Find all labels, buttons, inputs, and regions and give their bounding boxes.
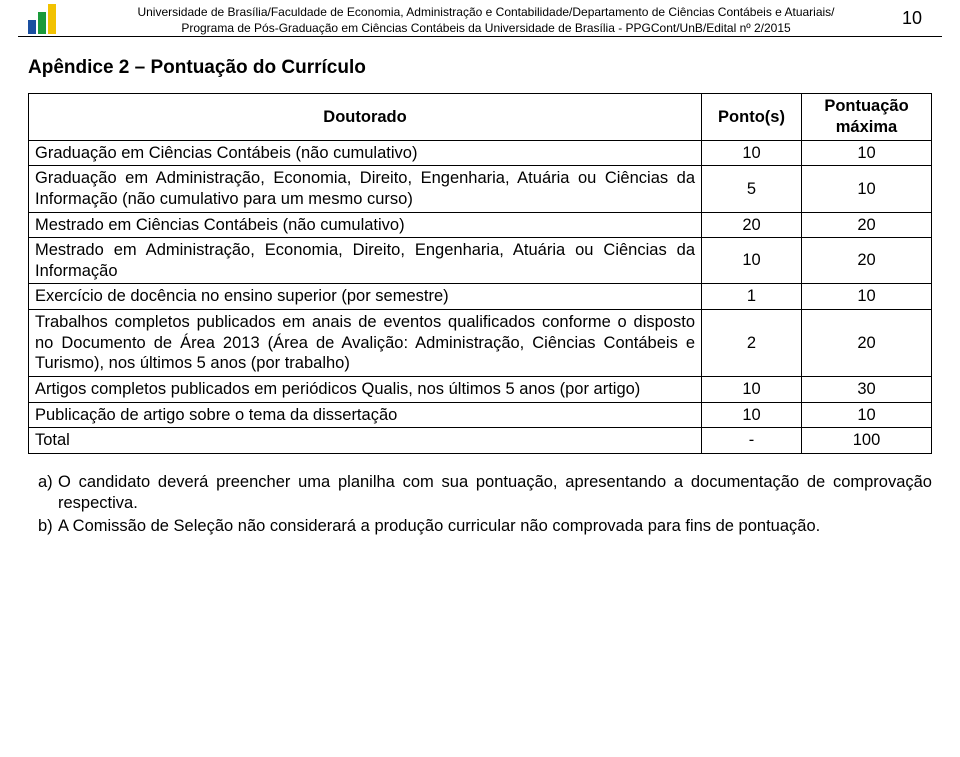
note-item-a: a) O candidato deverá preencher uma plan… <box>28 472 932 514</box>
logo-bar-yellow <box>48 4 56 34</box>
row-desc: Graduação em Administração, Economia, Di… <box>29 166 702 212</box>
page-header: Universidade de Brasília/Faculdade de Ec… <box>18 0 942 37</box>
row-pts: 10 <box>702 376 802 402</box>
table-row: Exercício de docência no ensino superior… <box>29 284 932 310</box>
row-desc: Mestrado em Administração, Economia, Dir… <box>29 238 702 284</box>
notes-list: a) O candidato deverá preencher uma plan… <box>28 472 932 537</box>
page-title: Apêndice 2 – Pontuação do Currículo <box>28 57 960 79</box>
row-pts: 10 <box>702 140 802 166</box>
table-row: Publicação de artigo sobre o tema da dis… <box>29 402 932 428</box>
row-max: 100 <box>802 428 932 454</box>
page-number: 10 <box>894 4 922 29</box>
row-max: 10 <box>802 140 932 166</box>
row-pts: 5 <box>702 166 802 212</box>
unb-logo <box>28 4 72 36</box>
table-header-row: Doutorado Ponto(s) Pontuação máxima <box>29 94 932 140</box>
row-max: 20 <box>802 238 932 284</box>
table-row: Graduação em Administração, Economia, Di… <box>29 166 932 212</box>
row-max: 10 <box>802 284 932 310</box>
row-desc: Total <box>29 428 702 454</box>
row-max: 10 <box>802 402 932 428</box>
row-max: 10 <box>802 166 932 212</box>
row-pts: 20 <box>702 212 802 238</box>
col-header-doutorado: Doutorado <box>29 94 702 140</box>
note-marker: a) <box>28 472 58 514</box>
header-line-2: Programa de Pós-Graduação em Ciências Co… <box>181 21 790 35</box>
row-pts: 10 <box>702 402 802 428</box>
note-text: A Comissão de Seleção não considerará a … <box>58 516 932 537</box>
table-row: Mestrado em Ciências Contábeis (não cumu… <box>29 212 932 238</box>
row-desc: Artigos completos publicados em periódic… <box>29 376 702 402</box>
scoring-table: Doutorado Ponto(s) Pontuação máxima Grad… <box>28 93 932 453</box>
table-row-total: Total - 100 <box>29 428 932 454</box>
row-max: 20 <box>802 212 932 238</box>
row-max: 20 <box>802 310 932 377</box>
row-desc: Exercício de docência no ensino superior… <box>29 284 702 310</box>
row-max: 30 <box>802 376 932 402</box>
logo-bar-green <box>38 12 46 34</box>
row-desc: Publicação de artigo sobre o tema da dis… <box>29 402 702 428</box>
note-item-b: b) A Comissão de Seleção não considerará… <box>28 516 932 537</box>
row-desc: Graduação em Ciências Contábeis (não cum… <box>29 140 702 166</box>
row-pts: 2 <box>702 310 802 377</box>
logo-bar-blue <box>28 20 36 34</box>
table-row: Graduação em Ciências Contábeis (não cum… <box>29 140 932 166</box>
table-row: Trabalhos completos publicados em anais … <box>29 310 932 377</box>
row-pts: - <box>702 428 802 454</box>
header-institution-text: Universidade de Brasília/Faculdade de Ec… <box>78 4 894 36</box>
row-pts: 10 <box>702 238 802 284</box>
table-row: Artigos completos publicados em periódic… <box>29 376 932 402</box>
col-header-pontos: Ponto(s) <box>702 94 802 140</box>
note-text: O candidato deverá preencher uma planilh… <box>58 472 932 514</box>
header-line-1: Universidade de Brasília/Faculdade de Ec… <box>137 5 834 19</box>
row-desc: Trabalhos completos publicados em anais … <box>29 310 702 377</box>
row-pts: 1 <box>702 284 802 310</box>
row-desc: Mestrado em Ciências Contábeis (não cumu… <box>29 212 702 238</box>
note-marker: b) <box>28 516 58 537</box>
table-row: Mestrado em Administração, Economia, Dir… <box>29 238 932 284</box>
col-header-pontuacao-maxima: Pontuação máxima <box>802 94 932 140</box>
